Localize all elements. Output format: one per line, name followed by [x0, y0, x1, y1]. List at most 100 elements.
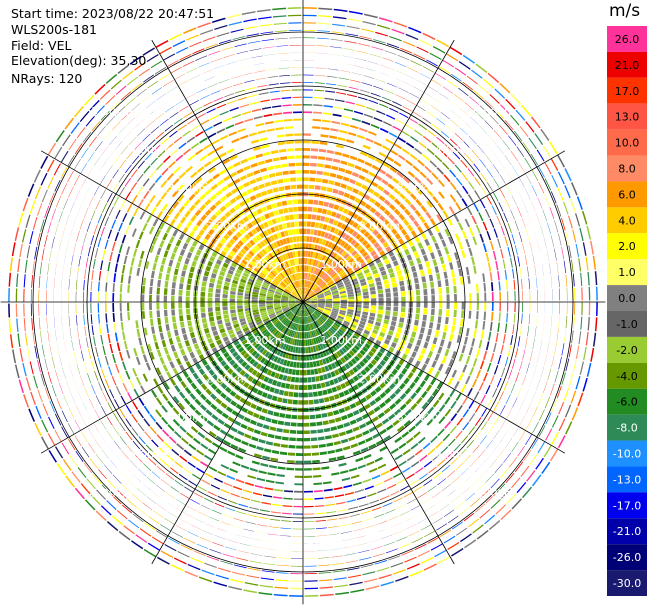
velocity-gate [538, 181, 545, 194]
velocity-gate [237, 308, 244, 313]
velocity-gate [352, 188, 360, 194]
velocity-gate [138, 436, 146, 445]
velocity-gate [342, 153, 350, 158]
velocity-gate [303, 258, 306, 265]
velocity-gate [233, 258, 240, 265]
velocity-gate [232, 351, 239, 358]
velocity-gate [297, 316, 300, 324]
velocity-gate [107, 333, 111, 344]
velocity-gate [208, 287, 214, 293]
velocity-gate [296, 362, 300, 368]
velocity-gate [266, 188, 274, 195]
velocity-gate [365, 68, 377, 72]
velocity-gate [294, 140, 303, 144]
velocity-gate [288, 298, 296, 301]
velocity-gate [534, 326, 537, 338]
velocity-gate [385, 548, 398, 554]
colorbar-tick-label: 17.0 [615, 85, 640, 98]
velocity-gate [454, 501, 465, 510]
velocity-gate [404, 248, 410, 256]
velocity-gate [368, 426, 377, 433]
velocity-gate [285, 311, 292, 317]
velocity-gate [318, 318, 324, 324]
velocity-gate [356, 381, 364, 388]
velocity-gate [259, 290, 267, 295]
velocity-gate [192, 357, 199, 365]
velocity-gate [9, 334, 14, 349]
velocity-gate [319, 271, 325, 278]
velocity-gate [324, 435, 332, 440]
velocity-gate [303, 422, 310, 427]
velocity-gate [141, 311, 146, 319]
velocity-gate [146, 214, 152, 224]
velocity-gate [470, 498, 481, 507]
velocity-gate [286, 329, 291, 336]
velocity-gate [458, 372, 464, 382]
velocity-gate [448, 358, 454, 367]
velocity-gate [262, 317, 270, 322]
velocity-gate [41, 436, 49, 450]
velocity-gate [325, 304, 333, 307]
velocity-gate [220, 402, 228, 409]
velocity-gate [190, 214, 197, 223]
velocity-gate [519, 125, 529, 138]
velocity-gate [440, 112, 450, 120]
velocity-gate [580, 272, 583, 286]
velocity-gate [303, 148, 311, 151]
velocity-gate [299, 265, 302, 272]
velocity-gate [468, 227, 474, 237]
velocity-gate [574, 213, 581, 227]
velocity-gate [68, 138, 77, 151]
velocity-gate [189, 392, 197, 401]
velocity-gate [503, 212, 508, 223]
velocity-gate [149, 195, 156, 204]
velocity-gate [281, 436, 289, 441]
velocity-gate [351, 250, 358, 257]
velocity-gate [267, 378, 274, 385]
velocity-gate [336, 330, 343, 337]
velocity-gate [65, 213, 70, 225]
velocity-gate [97, 281, 100, 292]
velocity-gate [325, 157, 333, 162]
velocity-gate [145, 444, 154, 453]
velocity-gate [468, 413, 476, 422]
velocity-gate [90, 280, 93, 291]
velocity-gate [430, 308, 435, 316]
velocity-gate [88, 442, 96, 454]
velocity-gate [261, 248, 268, 255]
velocity-gate [385, 263, 392, 270]
colorbar-swatch [607, 259, 647, 286]
radial-spokes [0, 0, 606, 605]
velocity-gate [483, 282, 487, 292]
velocity-gate [258, 415, 266, 421]
velocity-gate [339, 326, 347, 332]
velocity-gate [37, 359, 41, 373]
velocity-gate [387, 330, 394, 336]
velocity-gate [423, 295, 428, 302]
velocity-gate [141, 294, 145, 302]
velocity-gate [290, 67, 302, 68]
velocity-gate [479, 199, 486, 209]
velocity-gate [421, 498, 431, 505]
velocity-gate [357, 43, 371, 47]
velocity-gate [288, 299, 296, 301]
velocity-gate [396, 478, 406, 485]
velocity-gate [486, 362, 492, 372]
velocity-gate [492, 250, 497, 261]
velocity-gate [363, 268, 370, 275]
velocity-gate [231, 316, 238, 321]
velocity-gate [128, 216, 135, 226]
velocity-gate [438, 392, 445, 401]
velocity-gate [417, 492, 427, 499]
velocity-gate [189, 74, 201, 80]
velocity-gate [268, 262, 275, 269]
velocity-gate [421, 363, 428, 372]
velocity-gate [475, 283, 479, 292]
velocity-gate [190, 382, 198, 390]
velocity-gate [424, 357, 431, 365]
velocity-gate [313, 96, 324, 99]
velocity-gate [366, 275, 373, 281]
velocity-gate [335, 501, 346, 505]
velocity-gate [284, 230, 289, 237]
velocity-gate [217, 528, 229, 533]
